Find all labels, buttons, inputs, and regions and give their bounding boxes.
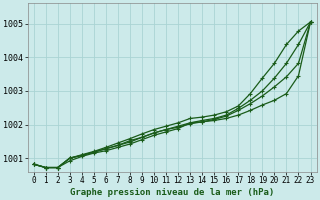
X-axis label: Graphe pression niveau de la mer (hPa): Graphe pression niveau de la mer (hPa) <box>70 188 274 197</box>
